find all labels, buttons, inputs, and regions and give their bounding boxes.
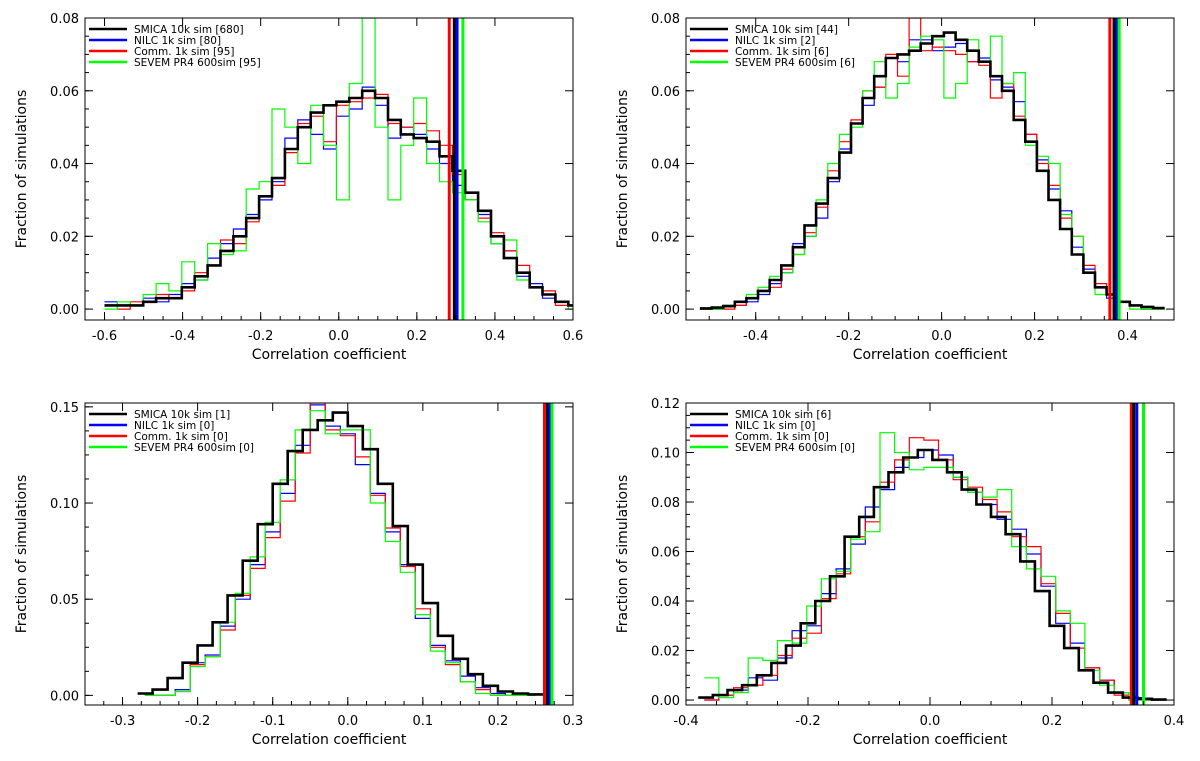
x-tick-label: 0.2 (1042, 714, 1063, 729)
x-tick-label: -0.4 (170, 329, 195, 344)
x-tick-label: -0.2 (836, 329, 861, 344)
x-tick-label: 0.0 (328, 329, 349, 344)
x-tick-label: 0.2 (488, 714, 509, 729)
legend-label: SMICA 10k sim [1] (134, 409, 230, 421)
y-tick-label: 0.12 (651, 397, 680, 412)
histogram-comm (104, 93, 573, 310)
x-tick-label: 0.0 (337, 714, 358, 729)
legend-label: Comm. 1k sim [95] (134, 46, 235, 58)
x-axis-title: Correlation coefficient (853, 732, 1008, 748)
legend-label: Comm. 1k sim [6] (735, 46, 829, 58)
x-tick-label: 0.3 (563, 714, 584, 729)
x-tick-label: -0.2 (185, 714, 210, 729)
histogram-sevem (145, 410, 536, 696)
histogram-sevem (704, 432, 1159, 701)
x-tick-label: 0.0 (920, 714, 941, 729)
legend-label: SEVEM PR4 600sim [6] (735, 57, 855, 69)
y-tick-label: 0.10 (50, 497, 79, 512)
y-tick-label: 0.00 (651, 303, 680, 318)
x-tick-label: 0.0 (931, 329, 952, 344)
x-tick-label: -0.4 (673, 714, 698, 729)
y-tick-label: 0.06 (651, 546, 680, 561)
y-tick-label: 0.00 (50, 689, 79, 704)
y-axis-title: Fraction of simulations (615, 475, 631, 634)
legend-label: NILC 1k sim [0] (735, 420, 815, 432)
x-tick-label: -0.2 (795, 714, 820, 729)
y-tick-label: 0.10 (651, 447, 680, 462)
x-tick-label: -0.2 (248, 329, 273, 344)
y-axis-title: Fraction of simulations (615, 90, 631, 249)
legend: SMICA 10k sim [44]NILC 1k sim [2]Comm. 1… (690, 24, 855, 69)
x-tick-label: 0.6 (563, 329, 584, 344)
plot-frame (685, 17, 1175, 321)
x-tick-label: 0.1 (413, 714, 434, 729)
x-tick-label: 0.4 (485, 329, 506, 344)
y-tick-label: 0.08 (50, 12, 79, 27)
legend: SMICA 10k sim [680]NILC 1k sim [80]Comm.… (89, 24, 261, 69)
histogram-panel-bottom-right: -0.4 -0.2 0.0 0.2 0.4 0.00 0.02 0.04 0.06 0.08 0.1… (615, 397, 1185, 748)
histogram-panel-top-right: -0.4 -0.2 0.0 0.2 0.4 0.00 0.02 0.04 0.06 0.08 Cor… (615, 12, 1175, 363)
plot-data (104, 18, 573, 320)
plot-data (698, 403, 1167, 705)
plot-data (137, 403, 554, 705)
x-axis-title: Correlation coefficient (853, 347, 1008, 363)
legend-label: SEVEM PR4 600sim [95] (134, 57, 261, 69)
x-axis-title: Correlation coefficient (252, 347, 407, 363)
y-tick-label: 0.06 (651, 85, 680, 100)
histogram-panel-bottom-left: -0.3 -0.2 -0.1 0.0 0.1 0.2 0.3 0.00 0.05 0.10 0.15… (14, 401, 584, 748)
legend: SMICA 10k sim [1]NILC 1k sim [0]Comm. 1k… (89, 409, 254, 454)
legend-label: SMICA 10k sim [44] (735, 24, 838, 36)
legend-label: Comm. 1k sim [0] (134, 431, 228, 443)
y-tick-label: 0.08 (651, 12, 680, 27)
x-tick-label: 0.4 (1164, 714, 1185, 729)
y-tick-label: 0.04 (651, 158, 680, 173)
y-axis-title: Fraction of simulations (14, 475, 30, 634)
y-tick-label: 0.02 (651, 645, 680, 660)
legend-label: NILC 1k sim [2] (735, 35, 815, 47)
x-tick-label: -0.3 (110, 714, 135, 729)
legend: SMICA 10k sim [6]NILC 1k sim [0]Comm. 1k… (690, 409, 855, 454)
histogram-smica (104, 89, 573, 307)
plot-data (699, 18, 1165, 320)
histogram-smica (699, 31, 1165, 310)
y-tick-label: 0.02 (651, 230, 680, 245)
y-tick-label: 0.04 (651, 595, 680, 610)
y-tick-label: 0.00 (651, 694, 680, 709)
x-tick-label: -0.1 (260, 714, 285, 729)
legend-label: SEVEM PR4 600sim [0] (134, 442, 254, 454)
y-tick-label: 0.02 (50, 230, 79, 245)
x-tick-label: -0.4 (743, 329, 768, 344)
y-tick-label: 0.04 (50, 158, 79, 173)
histogram-smica (137, 411, 543, 696)
x-tick-label: 0.4 (1117, 329, 1138, 344)
legend-label: SMICA 10k sim [6] (735, 409, 831, 421)
legend-label: NILC 1k sim [80] (134, 35, 221, 47)
y-tick-label: 0.06 (50, 85, 79, 100)
legend-label: NILC 1k sim [0] (134, 420, 214, 432)
plot-frame (84, 17, 574, 321)
legend-label: Comm. 1k sim [0] (735, 431, 829, 443)
x-tick-label: 0.2 (1024, 329, 1045, 344)
legend-label: SMICA 10k sim [680] (134, 24, 244, 36)
histogram-sevem (104, 18, 573, 310)
y-tick-label: 0.05 (50, 593, 79, 608)
y-tick-label: 0.15 (50, 401, 79, 416)
x-tick-label: 0.2 (406, 329, 427, 344)
histogram-nilc (104, 86, 573, 306)
x-axis-title: Correlation coefficient (252, 732, 407, 748)
y-tick-label: 0.00 (50, 303, 79, 318)
x-tick-label: -0.6 (92, 329, 117, 344)
histogram-panel-top-left: -0.6 -0.4 -0.2 0.0 0.2 0.4 0.6 0.00 0.02 0.04 0.06… (14, 12, 584, 363)
y-axis-title: Fraction of simulations (14, 90, 30, 249)
histogram-smica (698, 448, 1167, 701)
legend-label: SEVEM PR4 600sim [0] (735, 442, 855, 454)
y-tick-label: 0.08 (651, 496, 680, 511)
